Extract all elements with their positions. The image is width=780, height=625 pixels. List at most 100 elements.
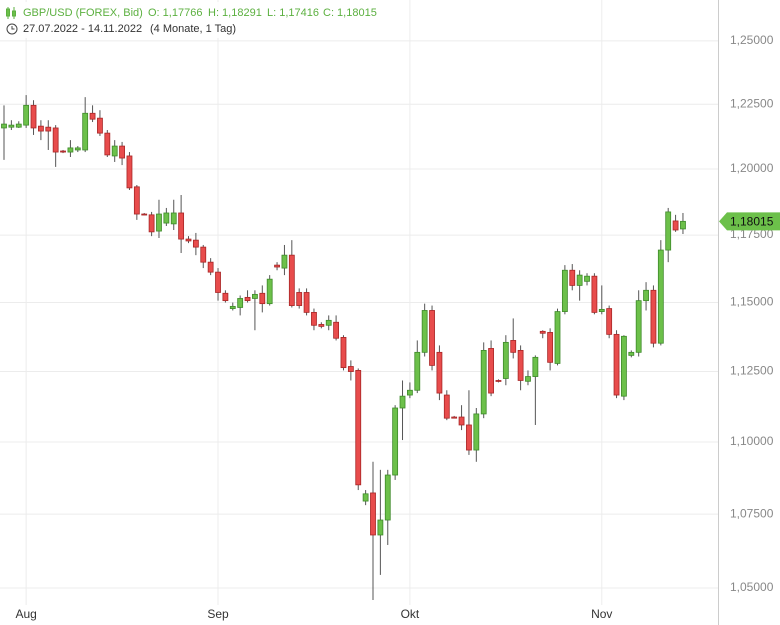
candle-body <box>443 394 450 419</box>
candle-body <box>82 112 89 151</box>
y-tick-label: 1,05000 <box>730 580 774 594</box>
candle-body <box>384 474 391 521</box>
candle-body <box>296 292 303 306</box>
last-price-label: 1,18015 <box>730 215 774 229</box>
candle-body <box>621 335 627 397</box>
candle-body <box>355 370 362 486</box>
high: H: 1,18291 <box>208 7 262 19</box>
candle-body <box>517 349 524 381</box>
candle-body <box>525 376 531 382</box>
candle-body <box>178 212 185 240</box>
header-bg <box>0 2 390 38</box>
candle-body <box>466 424 472 451</box>
candle-body <box>148 214 155 233</box>
candle-body <box>576 274 583 286</box>
candle-body <box>333 321 340 339</box>
candle-body <box>119 145 125 159</box>
candle-body <box>591 275 598 313</box>
date-span: (4 Monate, 1 Tag) <box>150 23 236 35</box>
candle-body <box>67 147 74 153</box>
candle-body <box>370 492 376 536</box>
y-tick-label: 1,15000 <box>730 295 774 309</box>
candle-body <box>406 389 413 396</box>
candle-body <box>657 249 664 344</box>
candle-body <box>200 246 207 263</box>
candle-body <box>111 145 118 157</box>
candle-body <box>288 254 295 306</box>
candle-body <box>74 147 81 151</box>
candle-body <box>680 220 686 230</box>
candle-body <box>303 292 310 313</box>
candle-body <box>628 351 635 356</box>
candle-body <box>672 220 679 231</box>
candle-body <box>185 238 192 242</box>
candle-body <box>539 330 546 334</box>
candle-body <box>613 333 620 396</box>
candle-body <box>606 308 613 335</box>
candle-body <box>510 340 517 353</box>
candle-body <box>399 395 406 409</box>
candle-body <box>97 117 103 134</box>
candle-body <box>488 348 494 394</box>
candle-body <box>38 125 44 132</box>
candle-body <box>473 413 480 451</box>
candle-body <box>133 186 140 215</box>
y-tick-label: 1,25000 <box>730 33 774 47</box>
candle-body <box>45 126 52 132</box>
candle-body <box>347 366 354 372</box>
y-tick-label: 1,07500 <box>730 506 774 520</box>
close: C: 1,18015 <box>323 7 377 19</box>
candle-body <box>392 407 399 476</box>
candle-body <box>458 416 465 426</box>
candle-body <box>23 104 30 126</box>
candle-body <box>156 213 162 232</box>
candle-body <box>547 332 554 363</box>
candle-body <box>325 319 332 326</box>
candle-body <box>52 127 59 153</box>
candle-body <box>665 211 672 251</box>
candle-body <box>569 269 576 286</box>
candle-body <box>126 155 133 189</box>
candle-body <box>266 278 273 305</box>
candle-body <box>222 292 229 302</box>
candle-body <box>104 132 111 156</box>
candle-body <box>89 112 96 120</box>
candle-body <box>281 254 288 269</box>
candle-body <box>643 289 649 302</box>
x-tick-label: Nov <box>591 607 612 621</box>
candle-body <box>311 311 317 326</box>
symbol: GBP/USD (FOREX, Bid) <box>23 7 143 19</box>
y-tick-label: 1,17500 <box>730 227 774 241</box>
candle-body <box>377 519 384 536</box>
candle-body <box>8 124 15 128</box>
y-tick-label: 1,20000 <box>730 161 774 175</box>
candle-body <box>414 351 421 391</box>
candle-body <box>170 212 177 225</box>
x-tick-label: Sep <box>207 607 229 621</box>
candle-body <box>237 298 244 308</box>
candle-body <box>598 308 605 312</box>
candle-body <box>207 261 214 273</box>
candle-body <box>163 212 170 224</box>
candle-body <box>635 300 642 353</box>
y-tick-label: 1,12500 <box>730 364 774 378</box>
candle-body <box>362 493 369 502</box>
candle-body <box>60 150 66 153</box>
candle-body <box>561 269 568 312</box>
header: GBP/USD (FOREX, Bid) O: 1,17766 H: 1,182… <box>0 2 390 38</box>
candle-body <box>192 239 199 248</box>
date-range: 27.07.2022 - 14.11.2022 <box>23 23 142 35</box>
x-tick-label: Aug <box>15 607 36 621</box>
candle-body <box>30 104 37 129</box>
candle-body <box>229 305 236 309</box>
candle-body <box>502 341 509 379</box>
candle-body <box>480 349 487 415</box>
candle-body <box>215 271 221 293</box>
last-price-tag <box>719 212 780 231</box>
clock-icon <box>6 23 18 35</box>
candle-body <box>436 351 443 394</box>
candle-body <box>318 324 325 327</box>
candle-body <box>259 292 266 305</box>
candle-body <box>340 337 347 369</box>
candle-body <box>451 416 458 419</box>
